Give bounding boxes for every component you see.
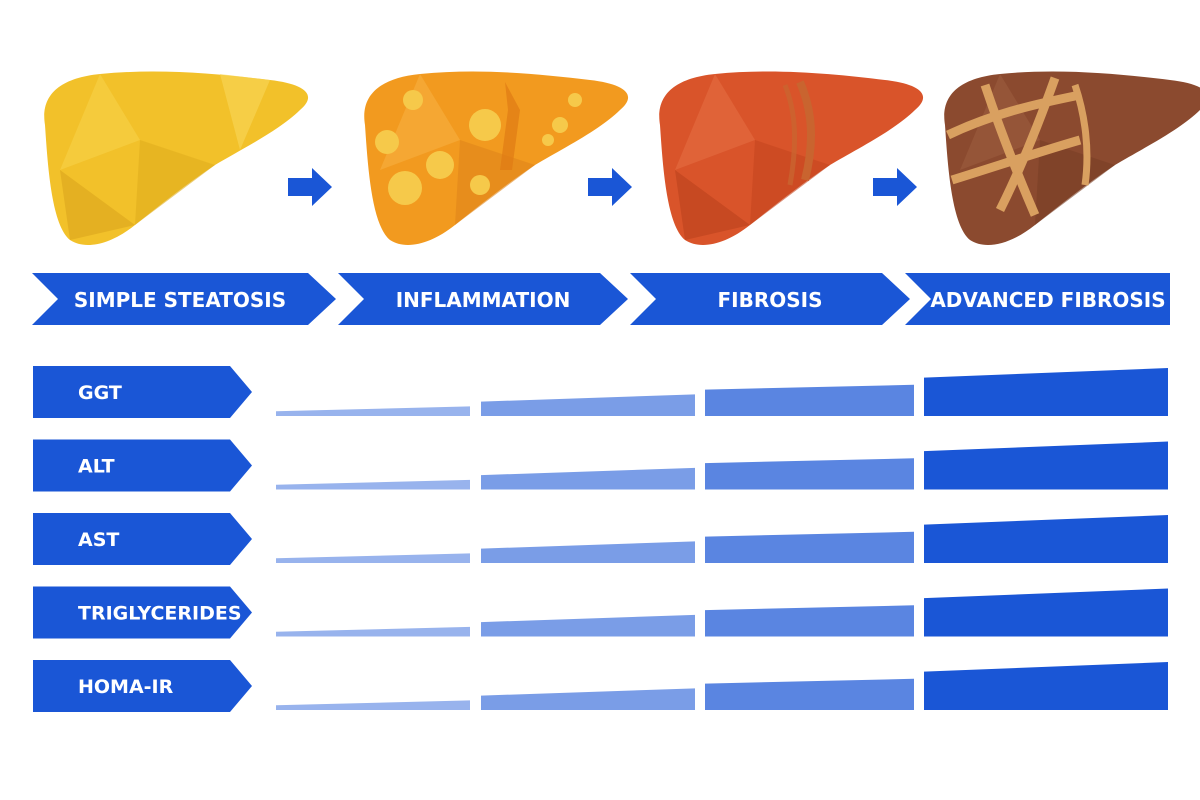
level-bar-segment	[705, 458, 914, 490]
stage-chevron-inflammation: INFLAMMATION	[338, 273, 628, 325]
right-arrow-icon	[588, 168, 632, 206]
level-bar-segment	[705, 384, 914, 416]
marker-label: AST	[78, 529, 119, 551]
marker-label-tag	[33, 660, 252, 712]
stage-chevron-fibrosis: FIBROSIS	[630, 273, 910, 325]
marker-label-tag	[33, 366, 252, 418]
stage-chevron-simple-steatosis: SIMPLE STEATOSIS	[32, 273, 336, 325]
level-bar-segment	[276, 700, 470, 710]
level-bar-segment	[705, 605, 914, 637]
liver-icon-red-with-bands	[659, 71, 924, 246]
level-bar-segment	[924, 368, 1168, 416]
marker-label: ALT	[78, 456, 115, 478]
stage-label: SIMPLE STEATOSIS	[74, 288, 286, 312]
stage-chevron-bar: SIMPLE STEATOSIS INFLAMMATION FIBROSIS A…	[32, 273, 1170, 325]
marker-label: HOMA-IR	[78, 676, 174, 698]
level-bar-segment	[276, 406, 470, 416]
marker-row-homa-ir: HOMA-IR	[33, 660, 1168, 712]
marker-rows: GGT ALT AST TRIGLYCERIDES HOMA-IR	[33, 366, 1168, 712]
marker-label-tag	[33, 586, 252, 639]
liver-icon-orange-with-nodules	[364, 71, 629, 246]
level-bar-segment	[276, 479, 470, 490]
marker-label: GGT	[78, 382, 122, 404]
stage-chevron-advanced-fibrosis: ADVANCED FIBROSIS	[905, 273, 1170, 325]
marker-label-tag	[33, 513, 252, 565]
marker-row-triglycerides: TRIGLYCERIDES	[33, 586, 1168, 639]
level-bar-segment	[924, 515, 1168, 563]
liver-icon-yellow	[44, 71, 309, 246]
level-bar-segment	[481, 614, 695, 637]
stage-label: FIBROSIS	[718, 288, 823, 312]
marker-row-alt: ALT	[33, 439, 1168, 492]
marker-row-ggt: GGT	[33, 366, 1168, 418]
level-bar-segment	[924, 662, 1168, 710]
level-bar-segment	[924, 441, 1168, 490]
level-bar-segment	[481, 394, 695, 416]
level-bar-segment	[481, 467, 695, 490]
level-bar-segment	[276, 626, 470, 637]
right-arrow-icon	[873, 168, 917, 206]
stage-label: INFLAMMATION	[396, 288, 571, 312]
level-bar-segment	[924, 588, 1168, 637]
level-bar-segment	[481, 541, 695, 563]
liver-icon-brown-with-bands	[944, 71, 1200, 245]
level-bar-segment	[705, 678, 914, 710]
level-bar-segment	[705, 531, 914, 563]
level-bar-segment	[481, 688, 695, 710]
level-bar-segment	[276, 553, 470, 563]
stage-label: ADVANCED FIBROSIS	[930, 288, 1165, 312]
marker-label-tag	[33, 439, 252, 492]
marker-row-ast: AST	[33, 513, 1168, 565]
marker-label: TRIGLYCERIDES	[78, 603, 242, 625]
right-arrow-icon	[288, 168, 332, 206]
